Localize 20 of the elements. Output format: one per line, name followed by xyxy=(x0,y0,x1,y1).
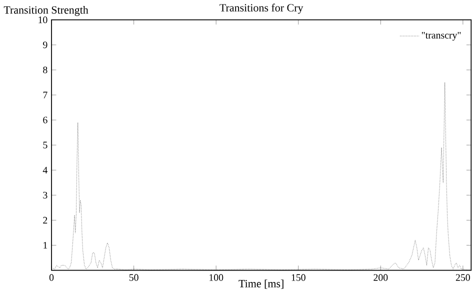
x-tick-label: 200 xyxy=(374,274,388,281)
y-tick-label: 8 xyxy=(43,66,48,74)
y-tick-label: 4 xyxy=(42,166,48,174)
y-axis-title: Transition Strength xyxy=(4,6,88,16)
y-tick-label: 1 xyxy=(44,242,48,248)
y-tick-label: 10 xyxy=(38,16,48,24)
chart-title: Transitions for Cry xyxy=(220,3,304,14)
legend-label: "transcry" xyxy=(422,32,461,40)
x-tick-label: 0 xyxy=(49,274,54,281)
y-tick-label: 5 xyxy=(43,142,48,148)
x-tick-label: 50 xyxy=(129,274,138,281)
x-tick-label: 250 xyxy=(456,274,470,281)
y-tick-label: 7 xyxy=(43,92,48,98)
y-tick-label: 9 xyxy=(43,41,48,48)
y-tick-label: 3 xyxy=(43,192,48,198)
x-tick-label: 100 xyxy=(210,274,224,281)
y-tick-label: 2 xyxy=(43,216,48,224)
x-tick-label: 150 xyxy=(292,274,306,281)
y-tick-label: 6 xyxy=(43,116,48,124)
x-axis-title: Time [ms] xyxy=(238,279,284,289)
